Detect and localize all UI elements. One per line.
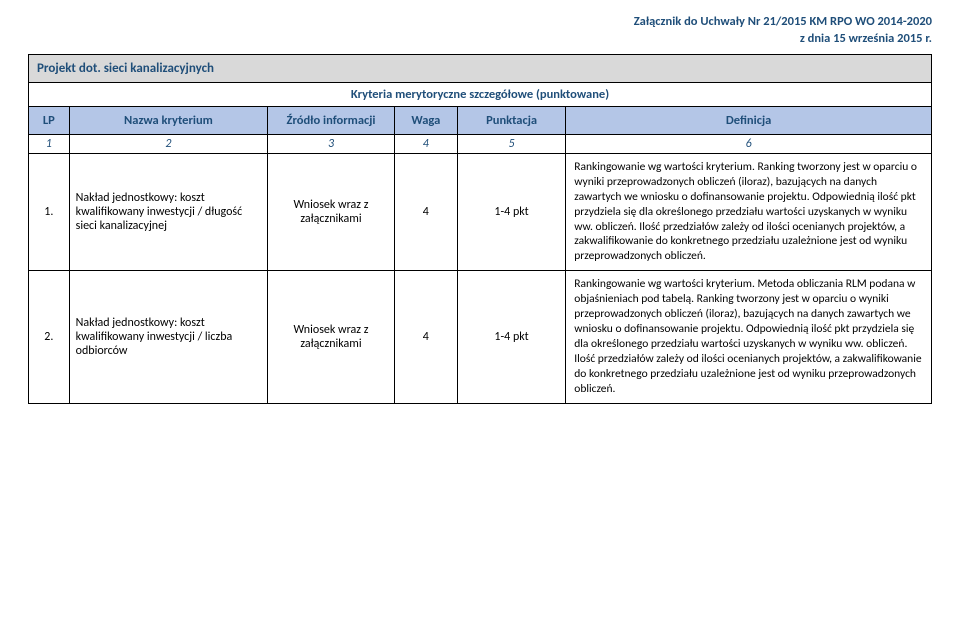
subtitle-row: Kryteria merytoryczne szczegółowe (punkt… xyxy=(29,82,932,106)
col-definicja: Definicja xyxy=(566,106,932,134)
cell-lp: 1. xyxy=(29,153,70,271)
cell-punktacja: 1-4 pkt xyxy=(457,153,565,271)
header-line-1: Załącznik do Uchwały Nr 21/2015 KM RPO W… xyxy=(28,14,932,31)
table-row: 2. Nakład jednostkowy: koszt kwalifikowa… xyxy=(29,271,932,404)
colnum-5: 5 xyxy=(457,134,565,153)
cell-punktacja: 1-4 pkt xyxy=(457,271,565,404)
colnum-3: 3 xyxy=(268,134,394,153)
criteria-table: Projekt dot. sieci kanalizacyjnych Kryte… xyxy=(28,54,932,404)
cell-zrodlo: Wniosek wraz z załącznikami xyxy=(268,153,394,271)
column-number-row: 1 2 3 4 5 6 xyxy=(29,134,932,153)
column-header-row: LP Nazwa kryterium Źródło informacji Wag… xyxy=(29,106,932,134)
document-header: Załącznik do Uchwały Nr 21/2015 KM RPO W… xyxy=(28,14,932,48)
title-row: Projekt dot. sieci kanalizacyjnych xyxy=(29,54,932,82)
table-title: Projekt dot. sieci kanalizacyjnych xyxy=(29,54,932,82)
table-row: 1. Nakład jednostkowy: koszt kwalifikowa… xyxy=(29,153,932,271)
col-zrodlo: Źródło informacji xyxy=(268,106,394,134)
cell-waga: 4 xyxy=(394,153,457,271)
col-nazwa: Nazwa kryterium xyxy=(69,106,268,134)
cell-definicja: Rankingowanie wg wartości kryterium. Ran… xyxy=(566,153,932,271)
colnum-2: 2 xyxy=(69,134,268,153)
table-subtitle: Kryteria merytoryczne szczegółowe (punkt… xyxy=(29,82,932,106)
header-line-2: z dnia 15 września 2015 r. xyxy=(28,31,932,48)
col-waga: Waga xyxy=(394,106,457,134)
cell-nazwa: Nakład jednostkowy: koszt kwalifikowany … xyxy=(69,271,268,404)
col-lp: LP xyxy=(29,106,70,134)
cell-lp: 2. xyxy=(29,271,70,404)
cell-zrodlo: Wniosek wraz z załącznikami xyxy=(268,271,394,404)
cell-nazwa: Nakład jednostkowy: koszt kwalifikowany … xyxy=(69,153,268,271)
colnum-4: 4 xyxy=(394,134,457,153)
col-punktacja: Punktacja xyxy=(457,106,565,134)
cell-waga: 4 xyxy=(394,271,457,404)
colnum-1: 1 xyxy=(29,134,70,153)
cell-definicja: Rankingowanie wg wartości kryterium. Met… xyxy=(566,271,932,404)
colnum-6: 6 xyxy=(566,134,932,153)
